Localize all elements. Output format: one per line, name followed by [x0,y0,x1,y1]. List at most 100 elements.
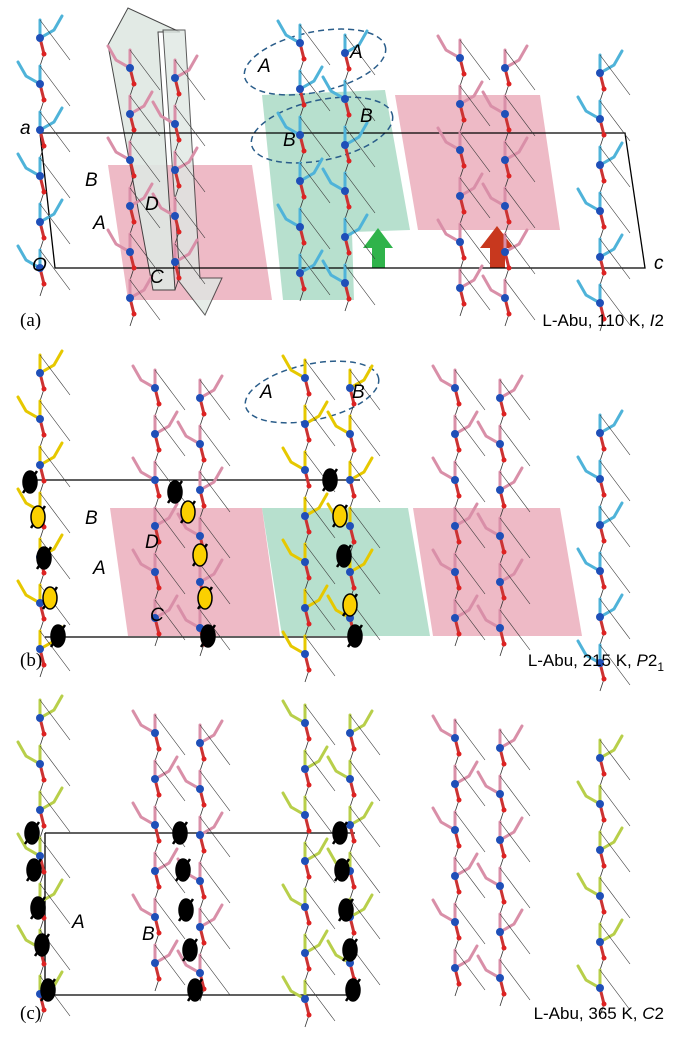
atom-n [301,650,309,658]
atom-n [151,384,159,392]
space-group: P [637,651,649,670]
molecule-label: A [92,558,106,579]
shade [413,508,582,636]
atom-o [507,82,512,87]
two-fold [193,544,207,566]
atom-o [157,931,162,936]
atom-n [301,903,309,911]
atom-n [451,872,459,880]
atom-o [602,271,607,276]
atom-o [302,103,307,108]
atom-o [42,617,47,622]
atom-n [596,69,604,77]
atom-n [496,394,504,402]
atom-o [42,98,47,103]
atom-n [36,172,44,180]
atom-o [352,747,357,752]
bond [18,581,40,603]
atom-o [42,144,47,149]
atom-o [157,402,162,407]
atom-o [177,184,182,189]
atom-n [36,461,44,469]
atom-n [151,522,159,530]
atom-o [462,302,467,307]
bond [178,422,200,444]
atom-n [171,212,179,220]
atom-n [451,918,459,926]
atom-n [126,202,134,210]
atom-o [307,829,312,834]
atom-n [596,800,604,808]
atom-n [196,532,204,540]
atom-o [302,57,307,62]
atom-o [352,494,357,499]
atom-n [496,974,504,982]
atom-n [301,512,309,520]
atom-n [596,253,604,261]
atom-n [496,440,504,448]
molecule-label: A [257,56,271,77]
bond [133,895,155,917]
atom-n [496,624,504,632]
bond [478,864,500,886]
atom-o [157,885,162,890]
atom-o [42,962,47,967]
space-group-number: 2 [648,651,657,670]
atom-o [307,875,312,880]
atom-o [602,772,607,777]
bond [433,808,455,830]
two-fold [168,481,182,503]
atom-o [157,448,162,453]
atom-n [596,299,604,307]
atom-n [501,294,509,302]
atom-n [596,161,604,169]
molecule-label: D [145,532,159,553]
atom-n [36,369,44,377]
atom-n [301,558,309,566]
atom-n [36,806,44,814]
atom-n [451,614,459,622]
atom-o [42,663,47,668]
atom-n [151,729,159,737]
atom-o [302,287,307,292]
atom-n [596,938,604,946]
atom-o [202,412,207,417]
bond [328,757,350,779]
two-fold [31,506,45,528]
molecule-label: c [654,253,664,274]
caption: L-Abu, 365 K, C2 [534,1004,664,1023]
atom-o [42,824,47,829]
shade [395,95,560,230]
atom-o [347,67,352,72]
atom-o [507,128,512,133]
atom-o [307,921,312,926]
atom-n [501,110,509,118]
atom-o [602,864,607,869]
atom-n [296,223,304,231]
atom-n [596,475,604,483]
molecule-label: A [349,42,363,63]
atom-n [451,964,459,972]
atom-o [457,844,462,849]
atom-o [602,493,607,498]
atom-o [352,540,357,545]
molecule-label: A [259,382,273,403]
two-fold [343,939,357,961]
atom-n [296,85,304,93]
atom-n [496,744,504,752]
two-fold [35,934,49,956]
atom-o [157,839,162,844]
bond [433,366,455,388]
atom-n [496,578,504,586]
atom-o [157,977,162,982]
atom-o [202,895,207,900]
atom-o [502,458,507,463]
atom-o [42,236,47,241]
atom-o [157,494,162,499]
atom-o [462,164,467,169]
bond [328,412,350,434]
atom-n [296,39,304,47]
atom-n [151,476,159,484]
atom-n [451,826,459,834]
two-fold [176,859,190,881]
